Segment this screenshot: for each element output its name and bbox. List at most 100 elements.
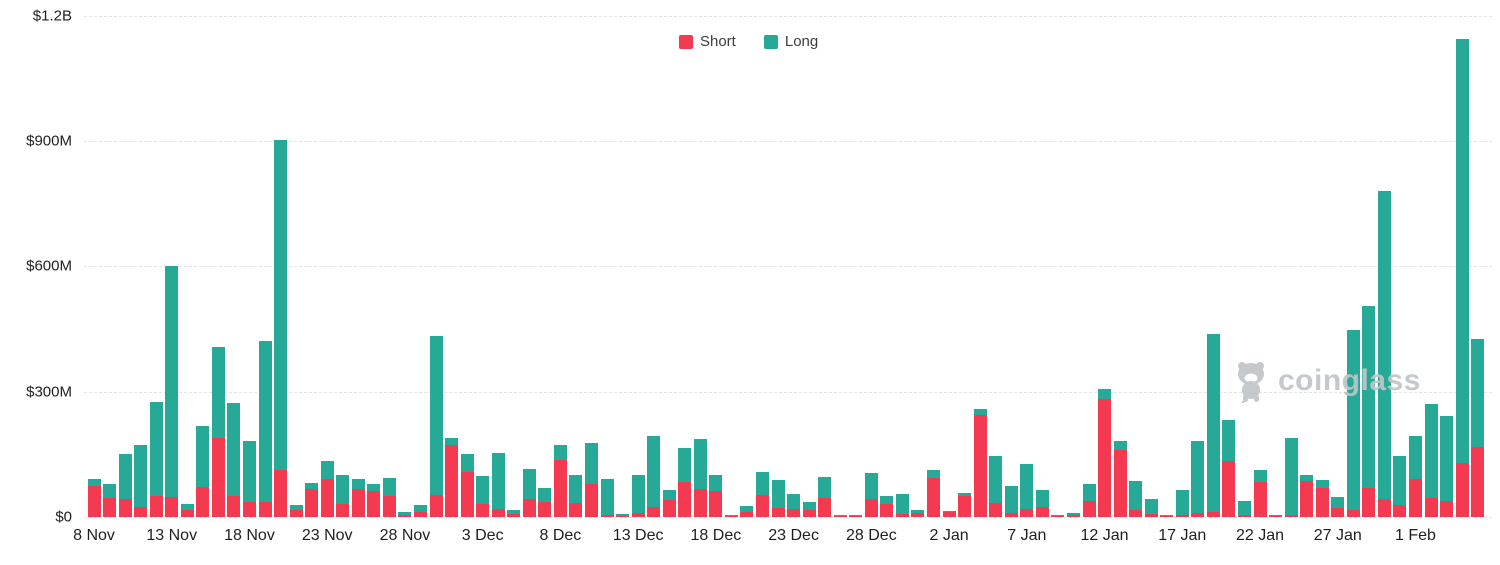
short-segment <box>165 497 179 517</box>
bar-23-jan[interactable] <box>1269 515 1283 517</box>
long-segment <box>585 443 598 485</box>
bar-8-dec[interactable] <box>553 444 567 517</box>
bar-28-nov[interactable] <box>398 511 412 517</box>
bar-19-dec[interactable] <box>724 515 738 517</box>
bar-11-jan[interactable] <box>1082 484 1096 517</box>
bar-12-dec[interactable] <box>616 513 630 517</box>
bar-14-nov[interactable] <box>180 503 194 517</box>
bar-31-jan[interactable] <box>1393 456 1407 517</box>
bar-23-dec[interactable] <box>787 493 801 517</box>
bar-4-feb[interactable] <box>1455 38 1469 517</box>
bar-18-dec[interactable] <box>709 475 723 517</box>
bar-3-jan[interactable] <box>958 492 972 517</box>
bar-5-dec[interactable] <box>507 510 521 517</box>
bar-7-jan[interactable] <box>1020 463 1034 517</box>
bar-29-nov[interactable] <box>413 505 427 517</box>
bar-19-jan[interactable] <box>1206 333 1220 517</box>
bar-17-jan[interactable] <box>1175 490 1189 517</box>
bar-30-jan[interactable] <box>1377 191 1391 517</box>
bar-3-feb[interactable] <box>1440 415 1454 517</box>
legend-item-long[interactable]: Long <box>763 33 818 50</box>
bar-2-jan[interactable] <box>942 510 956 517</box>
bar-29-jan[interactable] <box>1362 305 1376 517</box>
bar-11-dec[interactable] <box>600 479 614 517</box>
bar-8-nov[interactable] <box>87 478 101 517</box>
bar-26-nov[interactable] <box>367 484 381 517</box>
bar-12-jan[interactable] <box>1098 389 1112 517</box>
bar-8-jan[interactable] <box>1035 490 1049 517</box>
bar-13-dec[interactable] <box>631 474 645 517</box>
bar-15-jan[interactable] <box>1144 498 1158 517</box>
bar-25-dec[interactable] <box>818 476 832 517</box>
bar-14-dec[interactable] <box>647 435 661 517</box>
bar-20-dec[interactable] <box>740 506 754 517</box>
bar-10-jan[interactable] <box>1066 512 1080 517</box>
bar-29-dec[interactable] <box>880 496 894 517</box>
bar-9-nov[interactable] <box>103 484 117 517</box>
bar-27-nov[interactable] <box>382 477 396 517</box>
bar-13-jan[interactable] <box>1113 441 1127 517</box>
bar-16-dec[interactable] <box>678 448 692 517</box>
bar-21-jan[interactable] <box>1237 501 1251 517</box>
bar-9-jan[interactable] <box>1051 515 1065 517</box>
bar-22-dec[interactable] <box>771 480 785 517</box>
bar-6-jan[interactable] <box>1004 486 1018 517</box>
bar-17-nov[interactable] <box>227 403 241 517</box>
bar-4-dec[interactable] <box>491 452 505 517</box>
bar-22-jan[interactable] <box>1253 469 1267 517</box>
bar-31-dec[interactable] <box>911 509 925 517</box>
bar-18-jan[interactable] <box>1191 440 1205 517</box>
bar-2-feb[interactable] <box>1424 404 1438 517</box>
bar-1-feb[interactable] <box>1408 435 1422 517</box>
short-segment <box>864 498 878 517</box>
bar-24-jan[interactable] <box>1284 437 1298 517</box>
x-tick-label-22-jan: 22 Jan <box>1235 527 1285 544</box>
bar-20-jan[interactable] <box>1222 420 1236 517</box>
bar-23-nov[interactable] <box>320 461 334 517</box>
legend-item-short[interactable]: Short <box>678 33 736 50</box>
bar-6-dec[interactable] <box>522 468 536 517</box>
bar-1-jan[interactable] <box>927 469 941 517</box>
bar-21-nov[interactable] <box>289 504 303 517</box>
bar-25-nov[interactable] <box>351 479 365 517</box>
bar-26-dec[interactable] <box>833 514 847 517</box>
bar-16-jan[interactable] <box>1160 515 1174 517</box>
bar-24-dec[interactable] <box>802 501 816 517</box>
bar-14-jan[interactable] <box>1129 481 1143 517</box>
bar-10-dec[interactable] <box>585 443 598 517</box>
bar-9-dec[interactable] <box>569 475 583 517</box>
bar-15-nov[interactable] <box>196 425 210 517</box>
bar-13-nov[interactable] <box>165 266 179 517</box>
bar-18-nov[interactable] <box>242 440 256 517</box>
long-segment <box>1175 490 1189 516</box>
long-segment <box>149 401 163 496</box>
bar-25-jan[interactable] <box>1300 474 1314 517</box>
bar-19-nov[interactable] <box>258 341 272 517</box>
bar-22-nov[interactable] <box>305 482 319 517</box>
bar-5-feb[interactable] <box>1471 338 1485 517</box>
bar-3-dec[interactable] <box>476 476 490 517</box>
bar-30-dec[interactable] <box>895 493 909 517</box>
bar-26-jan[interactable] <box>1315 479 1329 517</box>
bar-21-dec[interactable] <box>756 471 770 517</box>
bar-12-nov[interactable] <box>149 401 163 517</box>
bar-5-jan[interactable] <box>989 455 1003 517</box>
short-segment <box>1113 449 1127 517</box>
bar-16-nov[interactable] <box>211 347 225 517</box>
bar-27-dec[interactable] <box>849 515 863 517</box>
bar-15-dec[interactable] <box>662 489 676 517</box>
bar-1-dec[interactable] <box>445 438 459 517</box>
bar-30-nov[interactable] <box>429 336 443 517</box>
bar-11-nov[interactable] <box>134 444 148 517</box>
bar-10-nov[interactable] <box>118 453 132 517</box>
bar-2-dec[interactable] <box>460 453 474 517</box>
bar-24-nov[interactable] <box>336 475 350 517</box>
bar-17-dec[interactable] <box>693 438 707 517</box>
bar-7-dec[interactable] <box>538 488 552 517</box>
bar-28-jan[interactable] <box>1346 330 1360 517</box>
bar-4-jan[interactable] <box>973 409 987 517</box>
bar-20-nov[interactable] <box>274 139 288 517</box>
bar-27-jan[interactable] <box>1331 496 1345 517</box>
short-segment <box>1393 505 1407 517</box>
bar-28-dec[interactable] <box>864 472 878 517</box>
